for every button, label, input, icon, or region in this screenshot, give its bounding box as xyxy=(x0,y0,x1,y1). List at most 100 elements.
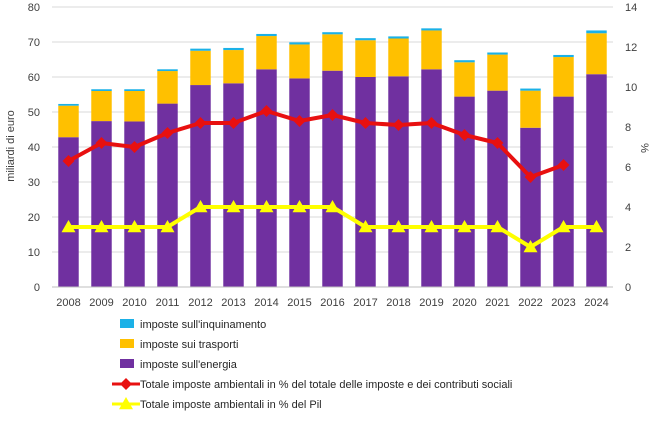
y-tick-label-left: 40 xyxy=(28,142,40,154)
y-tick-label-right: 8 xyxy=(625,122,631,134)
marker-share-of-taxes xyxy=(194,117,207,129)
marker-share-of-taxes xyxy=(392,119,405,131)
y-tick-label-right: 4 xyxy=(625,202,631,214)
legend-marker xyxy=(119,397,133,410)
marker-share-of-taxes xyxy=(260,105,273,117)
marker-share-of-taxes xyxy=(95,137,108,149)
bar-imposte-sui-trasporti xyxy=(190,50,211,86)
y-axis-label-left: miliardi di euro xyxy=(5,110,17,182)
y-tick-label-right: 12 xyxy=(625,42,637,54)
marker-share-of-taxes xyxy=(491,137,504,149)
x-tick-label: 2014 xyxy=(254,297,278,309)
bar-imposte-sui-trasporti xyxy=(553,57,574,97)
bar-imposte-sull-inquinamento xyxy=(124,89,145,91)
bar-imposte-sull-inquinamento xyxy=(553,54,574,58)
line-share-of-taxes xyxy=(66,109,566,179)
marker-share-of-taxes xyxy=(128,141,141,153)
marker-share-of-gdp xyxy=(325,200,340,213)
marker-share-of-gdp xyxy=(94,220,109,233)
legend-item-4: Totale imposte ambientali in % del Pil xyxy=(112,397,322,411)
bar-imposte-sui-trasporti xyxy=(520,90,541,128)
marker-share-of-gdp xyxy=(490,220,505,233)
y-axis-label-right: % xyxy=(638,143,650,153)
marker-share-of-gdp xyxy=(556,220,571,233)
bar-imposte-sull-energia xyxy=(355,77,376,287)
legend-swatch xyxy=(120,319,134,328)
x-tick-label: 2011 xyxy=(156,297,180,309)
bar-imposte-sull-inquinamento xyxy=(322,32,343,35)
marker-share-of-gdp xyxy=(292,200,307,213)
legend-label: imposte sull'energia xyxy=(140,359,238,371)
bar-imposte-sull-energia xyxy=(223,83,244,287)
marker-share-of-taxes xyxy=(293,115,306,127)
bar-imposte-sull-inquinamento xyxy=(289,42,310,45)
bar-imposte-sull-energia xyxy=(289,78,310,288)
x-tick-label: 2023 xyxy=(551,297,575,309)
x-tick-label: 2021 xyxy=(485,297,509,309)
bar-imposte-sull-energia xyxy=(190,85,211,287)
marker-share-of-taxes xyxy=(524,171,537,183)
x-tick-label: 2016 xyxy=(320,297,344,309)
bar-imposte-sull-inquinamento xyxy=(454,60,475,63)
bar-imposte-sui-trasporti xyxy=(421,30,442,70)
marker-share-of-taxes xyxy=(359,117,372,129)
marker-share-of-gdp xyxy=(391,220,406,233)
x-tick-label: 2010 xyxy=(122,297,146,309)
bar-imposte-sui-trasporti xyxy=(157,71,178,104)
bar-imposte-sull-energia xyxy=(157,103,178,287)
bar-imposte-sull-energia xyxy=(421,69,442,287)
bars xyxy=(58,28,607,288)
marker-share-of-gdp xyxy=(457,220,472,233)
y-tick-label-left: 70 xyxy=(28,37,40,49)
x-tick-label: 2018 xyxy=(386,297,410,309)
x-tick-label: 2008 xyxy=(56,297,80,309)
bar-imposte-sull-energia xyxy=(487,90,508,288)
y-tick-label-right: 14 xyxy=(625,2,637,14)
bar-imposte-sui-trasporti xyxy=(454,62,475,97)
marker-share-of-gdp xyxy=(193,200,208,213)
bar-imposte-sull-inquinamento xyxy=(355,38,376,41)
x-tick-label: 2012 xyxy=(188,297,212,309)
bar-imposte-sull-inquinamento xyxy=(520,88,541,91)
x-tick-label: 2009 xyxy=(89,297,113,309)
bar-imposte-sull-energia xyxy=(91,121,112,287)
bar-imposte-sull-energia xyxy=(124,121,145,287)
bar-imposte-sull-inquinamento xyxy=(190,48,211,51)
bar-imposte-sull-inquinamento xyxy=(256,33,277,37)
marker-share-of-taxes xyxy=(458,129,471,141)
marker-share-of-taxes xyxy=(557,159,570,171)
bar-imposte-sui-trasporti xyxy=(487,54,508,91)
bar-imposte-sull-energia xyxy=(322,70,343,287)
bar-imposte-sui-trasporti xyxy=(355,40,376,77)
legend-swatch xyxy=(120,359,134,368)
legend: imposte sull'inquinamento imposte sui tra… xyxy=(112,319,512,411)
y-tick-label-right: 0 xyxy=(625,282,631,294)
legend-marker xyxy=(120,378,132,390)
bar-imposte-sull-energia xyxy=(58,137,79,287)
legend-label: Totale imposte ambientali in % del Pil xyxy=(140,399,322,411)
bar-imposte-sull-inquinamento xyxy=(421,28,442,31)
bar-imposte-sull-inquinamento xyxy=(586,30,607,34)
bar-imposte-sull-inquinamento xyxy=(58,103,79,106)
bar-imposte-sui-trasporti xyxy=(223,50,244,84)
bar-imposte-sull-inquinamento xyxy=(91,89,112,91)
lines xyxy=(61,105,604,253)
bar-imposte-sui-trasporti xyxy=(124,91,145,122)
bar-imposte-sull-energia xyxy=(553,96,574,287)
y-tick-label-left: 30 xyxy=(28,177,40,189)
y-tick-label-right: 10 xyxy=(625,82,637,94)
legend-label: imposte sui trasporti xyxy=(140,339,238,351)
marker-share-of-gdp xyxy=(424,220,439,233)
marker-share-of-gdp xyxy=(127,220,142,233)
bar-imposte-sull-inquinamento xyxy=(487,52,508,55)
x-tick-label: 2022 xyxy=(518,297,542,309)
marker-share-of-taxes xyxy=(161,127,174,139)
bar-imposte-sui-trasporti xyxy=(388,38,409,77)
bar-imposte-sull-energia xyxy=(256,69,277,287)
bar-imposte-sui-trasporti xyxy=(58,105,79,138)
marker-share-of-taxes xyxy=(62,155,75,167)
y-tick-label-left: 0 xyxy=(34,282,40,294)
bar-imposte-sull-energia xyxy=(454,96,475,287)
marker-share-of-gdp xyxy=(259,200,274,213)
